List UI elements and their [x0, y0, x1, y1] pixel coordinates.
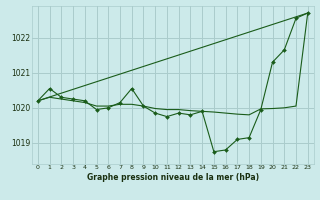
X-axis label: Graphe pression niveau de la mer (hPa): Graphe pression niveau de la mer (hPa): [87, 173, 259, 182]
